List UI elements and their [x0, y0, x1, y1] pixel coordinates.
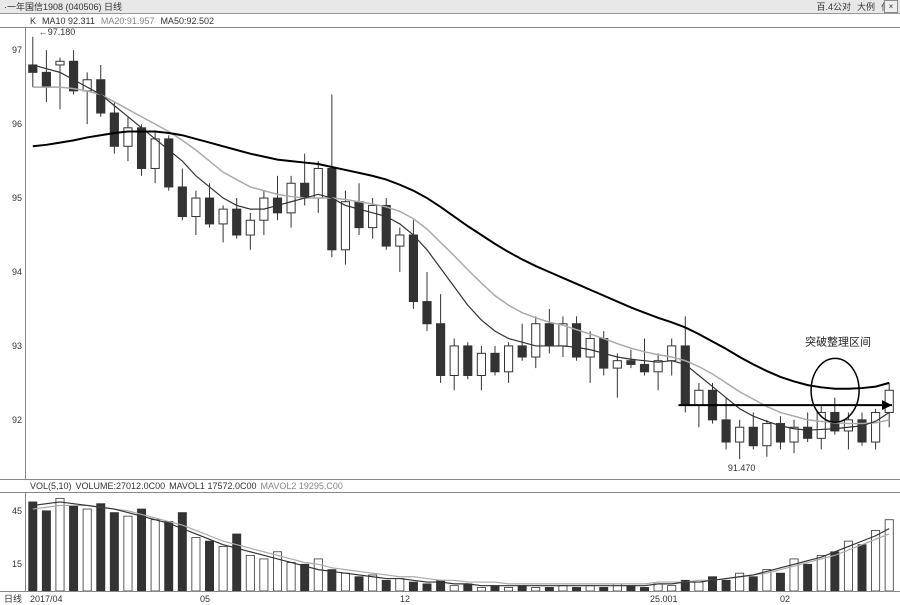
volume-chart-pane: 4515 — [0, 492, 900, 592]
title-right-1: 百.4公对 — [816, 0, 851, 13]
ma50-label: MA50:92.502 — [160, 16, 214, 26]
vol-mavol1: MAVOL1 17572.0C00 — [169, 481, 256, 491]
volume-header: VOL(5,10) VOLUME:27012.0C00 MAVOL1 17572… — [0, 480, 900, 492]
ma10-label: MA10 92.311 — [42, 16, 95, 26]
date-start: 2017/04 — [30, 594, 63, 604]
vol-volume: VOLUME:27012.0C00 — [76, 481, 166, 491]
close-button[interactable]: × — [884, 0, 898, 13]
volume-plot[interactable] — [26, 493, 896, 591]
k-label: K — [30, 16, 36, 26]
date-tick: 25.001 — [650, 594, 678, 604]
vol-mavol2: MAVOL2 19295.C00 — [260, 481, 342, 491]
volume-y-axis: 4515 — [0, 493, 26, 591]
title-text: ·一年国信1908 (040506) 日线 — [4, 0, 122, 13]
price-y-axis: 979695949392 — [0, 28, 26, 479]
vol-title: VOL(5,10) — [30, 481, 72, 491]
svg-text:←97.180: ←97.180 — [39, 28, 76, 37]
price-plot[interactable]: ←97.180 91.470 突破整理区间 — [26, 28, 896, 479]
title-bar: ·一年国信1908 (040506) 日线 百.4公对 大例 付 — [0, 0, 900, 14]
title-right-2: 大例 — [857, 0, 875, 13]
date-axis: 日线 2017/04 05 12 25.001 02 — [0, 592, 900, 605]
date-tick: 02 — [780, 594, 790, 604]
date-prefix: 日线 — [4, 592, 22, 605]
ma20-label: MA20:91.957 — [101, 16, 155, 26]
svg-text:突破整理区间: 突破整理区间 — [805, 334, 871, 348]
svg-text:91.470: 91.470 — [728, 463, 756, 473]
date-tick: 05 — [200, 594, 210, 604]
date-tick: 12 — [400, 594, 410, 604]
price-chart-pane: 979695949392 ←97.180 91.470 突破整理区间 — [0, 28, 900, 480]
indicator-header: K MA10 92.311 MA20:91.957 MA50:92.502 — [0, 14, 900, 28]
